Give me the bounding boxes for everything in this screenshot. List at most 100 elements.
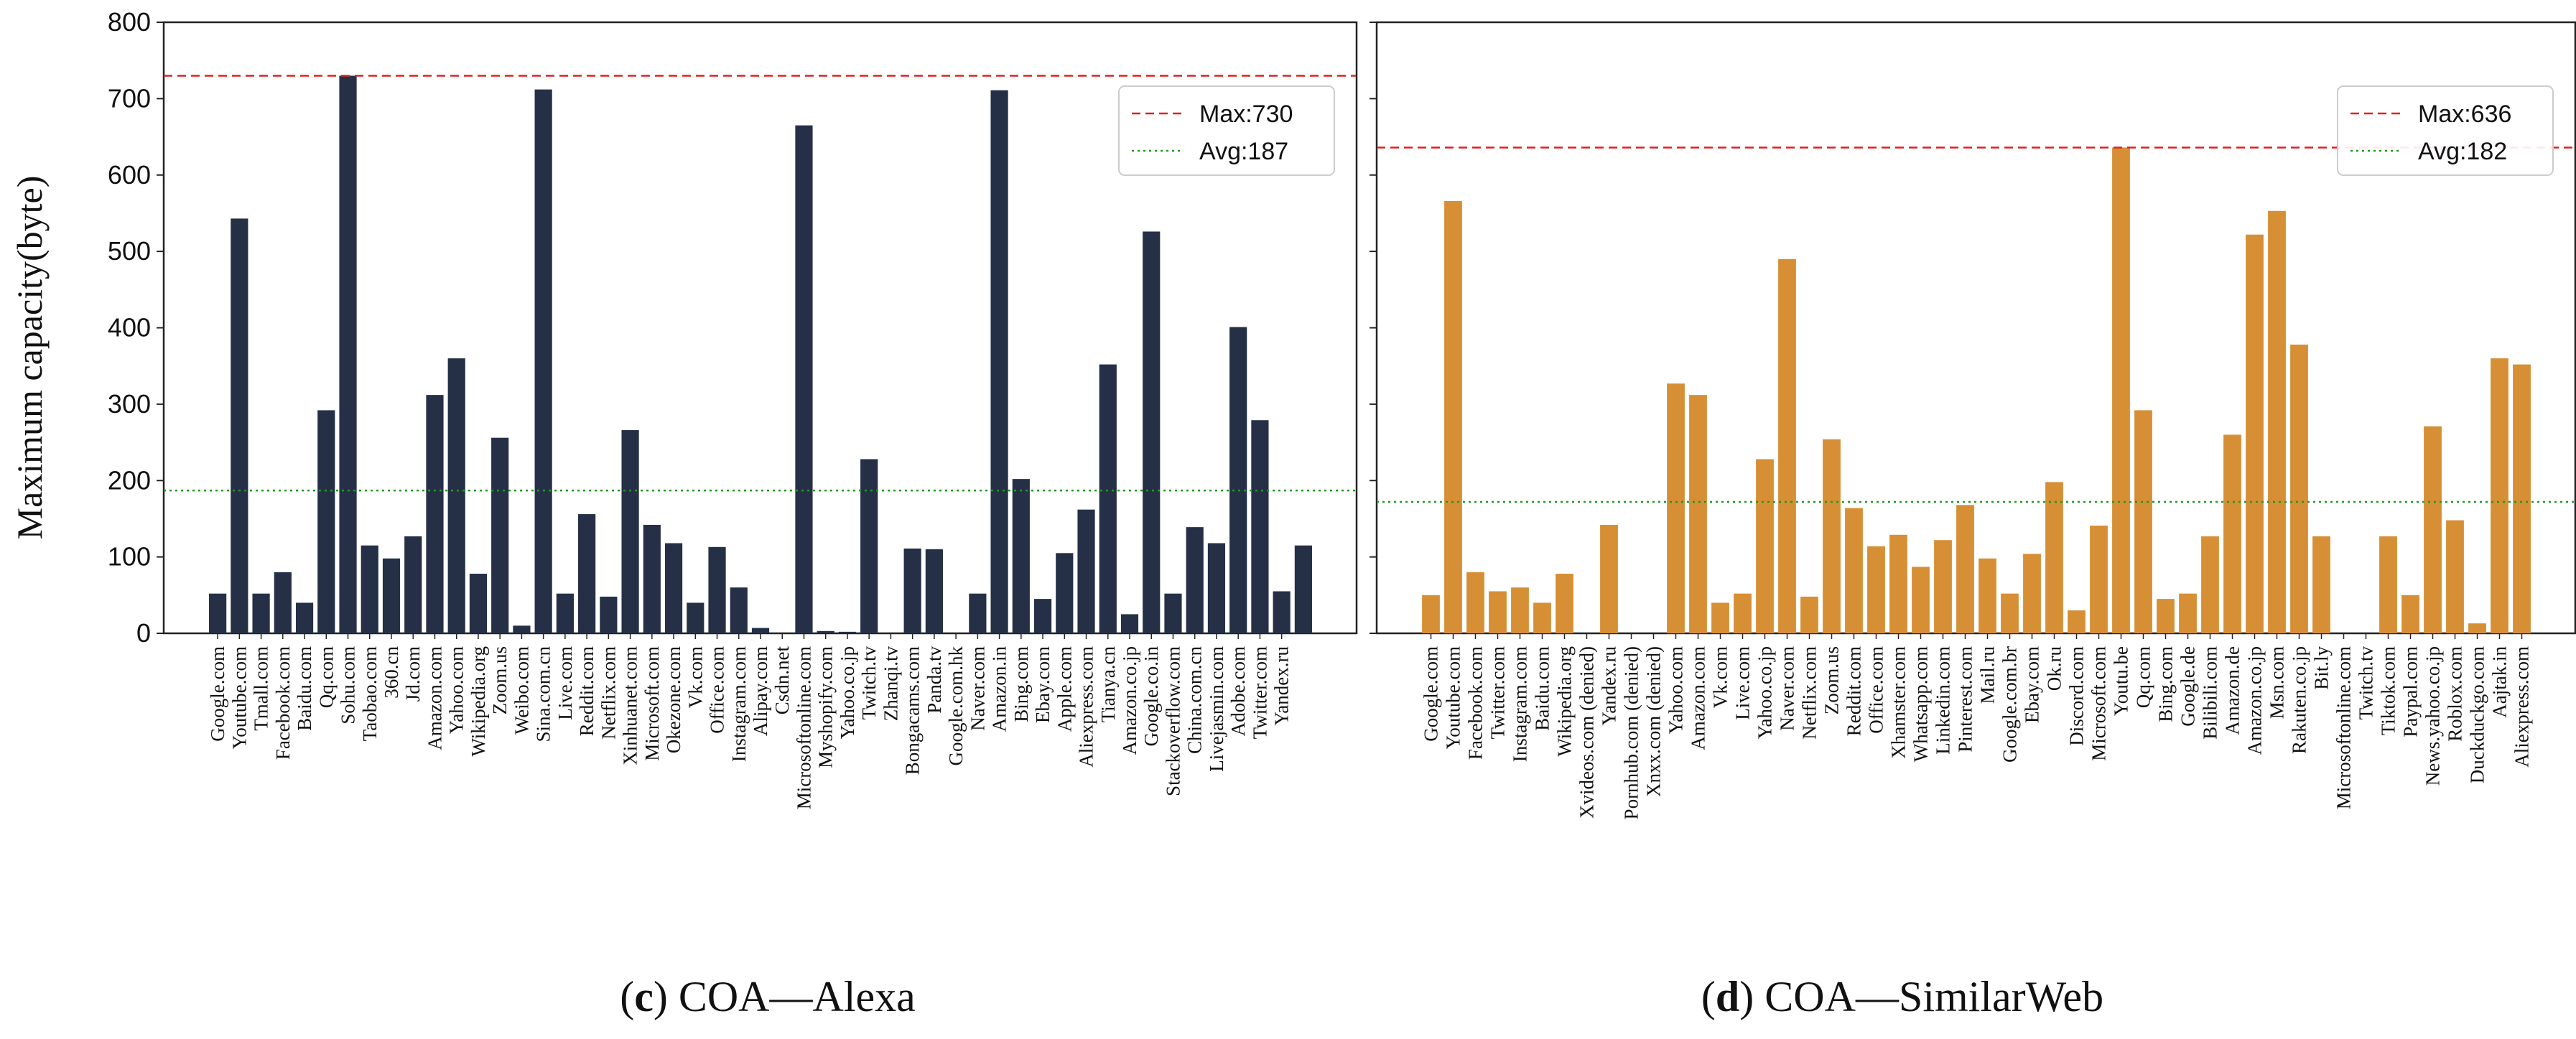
similarweb-xtick-label: Twitter.com xyxy=(1487,646,1509,739)
alexa-xtick-label: Live.com xyxy=(554,646,576,720)
similarweb-xtick-label: Youtube.com xyxy=(1443,646,1464,750)
similarweb-xtick-label: Amazon.com xyxy=(1688,646,1709,750)
similarweb-xtick-label: Naver.com xyxy=(1777,646,1798,731)
similarweb-bar xyxy=(1823,439,1841,633)
similarweb-bar xyxy=(1489,591,1507,633)
similarweb-bar xyxy=(2379,536,2397,633)
similarweb-xtick-label: Twitch.tv xyxy=(2356,646,2377,720)
similarweb-xtick-label: News.yahoo.co.jp xyxy=(2422,646,2444,786)
similarweb-xtick-label: Mail.ru xyxy=(1977,646,1999,704)
alexa-ytick-label: 800 xyxy=(108,7,151,37)
alexa-ytick-label: 300 xyxy=(108,389,151,419)
similarweb-xtick-label: Ok.ru xyxy=(2044,646,2065,691)
alexa-xtick-label: Ebay.com xyxy=(1032,646,1054,723)
alexa-xtick-label: Naver.com xyxy=(967,646,988,731)
alexa-ytick-label: 100 xyxy=(108,542,151,572)
alexa-xtick-label: Microsoft.com xyxy=(641,646,663,761)
similarweb-xtick-label: Tiktok.com xyxy=(2378,646,2399,735)
similarweb-bar xyxy=(2090,526,2108,633)
alexa-bar xyxy=(817,630,834,633)
alexa-bar xyxy=(687,602,705,633)
similarweb-bar xyxy=(1778,258,1796,633)
similarweb-xtick-label: Xvideos.com (denied) xyxy=(1576,646,1598,819)
similarweb-bar xyxy=(1734,593,1752,633)
alexa-xtick-label: Facebook.com xyxy=(272,646,294,760)
similarweb-xtick-label: Linkedin.com xyxy=(1933,646,1954,755)
similarweb-bar xyxy=(2223,434,2241,633)
alexa-xtick-label: Okezone.com xyxy=(663,646,684,753)
alexa-bar xyxy=(274,572,292,633)
similarweb-bar xyxy=(1466,572,1484,633)
similarweb-xtick-label: Pornhub.com (denied) xyxy=(1621,646,1642,819)
similarweb-bar xyxy=(1979,558,1996,633)
alexa-xtick-label: Taobao.com xyxy=(359,646,381,741)
alexa-bar xyxy=(1186,527,1204,633)
alexa-bar xyxy=(447,358,465,633)
alexa-bar xyxy=(1294,545,1312,633)
alexa-xtick-label: Zhanqi.tv xyxy=(880,646,901,722)
similarweb-bar xyxy=(2468,623,2486,633)
similarweb-xtick-label: Duckduckgo.com xyxy=(2467,646,2488,783)
alexa-xtick-label: Google.co.in xyxy=(1140,646,1162,747)
alexa-bar xyxy=(664,543,683,633)
alexa-xtick-label: Apple.com xyxy=(1054,646,1075,732)
y-axis-title-group: Maximum capacity(byte) xyxy=(9,176,50,540)
alexa-xtick-label: Microsoftonline.com xyxy=(793,646,814,809)
alexa-bar xyxy=(513,625,531,633)
alexa-xtick-label: Bing.com xyxy=(1010,646,1032,722)
caption-similarweb-title: COA—SimilarWeb xyxy=(1764,973,2103,1020)
alexa-bar xyxy=(252,593,270,633)
alexa-bar xyxy=(903,548,921,633)
alexa-bar xyxy=(1229,327,1247,633)
alexa-xtick-label: Panda.tv xyxy=(924,646,945,714)
alexa-bar xyxy=(469,574,488,633)
similarweb-bar xyxy=(1845,508,1863,633)
similarweb-xtick-label: Live.com xyxy=(1732,646,1754,720)
alexa-bar xyxy=(621,430,639,633)
similarweb-xtick-label: Microsoft.com xyxy=(2088,646,2110,761)
alexa-bar xyxy=(1099,364,1117,633)
panel-alexa: 0 100 200 300 400 500 600 700 800 Google.com Youtu… xyxy=(108,7,1358,809)
similarweb-bar xyxy=(1556,574,1573,633)
similarweb-bar xyxy=(2112,147,2130,633)
alexa-bar xyxy=(295,602,314,633)
alexa-xtick-label: Aliexpress.com xyxy=(1076,646,1097,768)
similarweb-xtick-label: Discord.com xyxy=(2066,646,2088,746)
similarweb-xtick-label: Yahoo.co.jp xyxy=(1754,646,1776,739)
caption-similarweb-letter: d xyxy=(1716,973,1739,1020)
alexa-xtick-label: Alipay.com xyxy=(750,646,771,736)
alexa-bar xyxy=(361,545,378,633)
similarweb-xtick-label: Roblox.com xyxy=(2445,646,2466,742)
alexa-xtick-label: Reddit.com xyxy=(576,646,597,736)
alexa-xtick-label: Xinhuanet.com xyxy=(620,646,641,765)
similarweb-bar xyxy=(2513,364,2531,633)
alexa-bar xyxy=(1251,420,1269,633)
similarweb-bar xyxy=(1956,505,1974,633)
alexa-xtick-label: Yandex.ru xyxy=(1271,646,1293,726)
similarweb-xtick-label: Yandex.ru xyxy=(1599,646,1620,726)
similarweb-xtick-label: Msn.com xyxy=(2266,646,2288,719)
alexa-xtick-label: Yahoo.com xyxy=(446,646,468,735)
similarweb-xtick-label: Microsoftonline.com xyxy=(2333,646,2355,809)
similarweb-bar xyxy=(2201,536,2219,633)
alexa-bar xyxy=(578,514,596,633)
alexa-xtick-label: Google.com.hk xyxy=(945,646,967,766)
similarweb-bar xyxy=(2246,234,2264,633)
alexa-bar xyxy=(643,524,661,633)
alexa-bar xyxy=(1012,479,1030,633)
alexa-xtick-label: Netflix.com xyxy=(597,646,619,740)
alexa-bar xyxy=(838,631,857,633)
similarweb-xtick-label: Google.com xyxy=(1420,646,1442,742)
similarweb-bar xyxy=(1444,200,1462,634)
alexa-bar xyxy=(860,459,878,633)
similarweb-xtick-label: Netflix.com xyxy=(1799,646,1821,740)
alexa-legend-box xyxy=(1118,85,1335,176)
similarweb-bar xyxy=(1667,383,1685,633)
alexa-xtick-label: Yahoo.co.jp xyxy=(837,646,858,739)
y-axis-label: Maximum capacity(byte) xyxy=(9,176,50,540)
alexa-xtick-label: Wikipedia.org xyxy=(468,646,489,757)
similarweb-bar xyxy=(2001,593,2019,633)
similarweb-bar xyxy=(1912,567,1930,633)
alexa-legend-max-label: Max:730 xyxy=(1199,101,1293,128)
